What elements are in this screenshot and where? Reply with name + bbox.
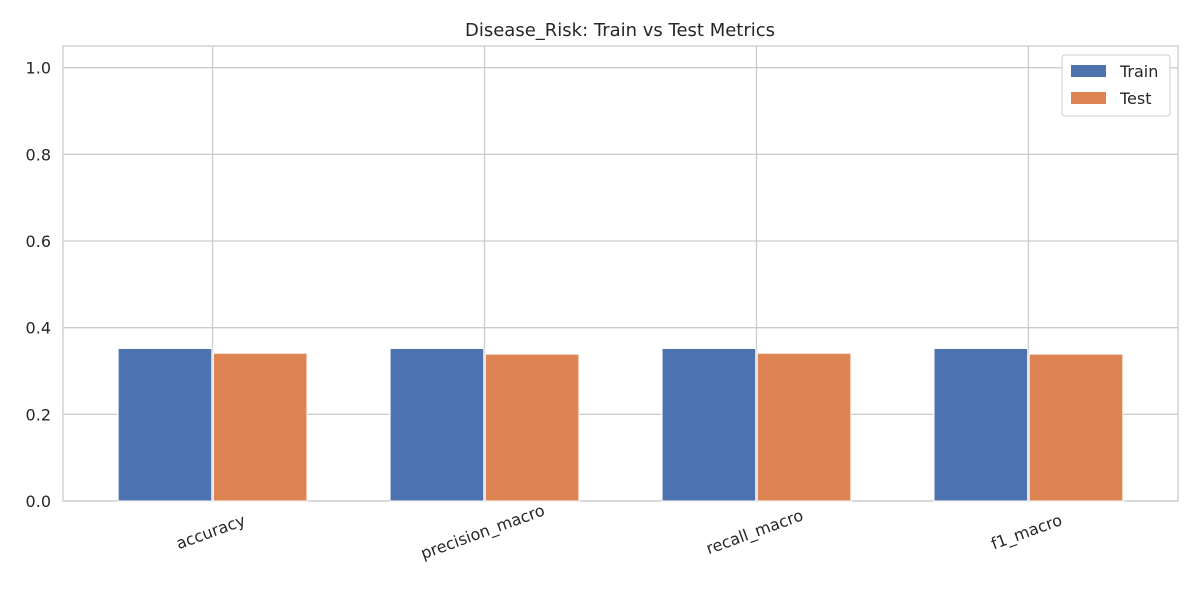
chart-title: Disease_Risk: Train vs Test Metrics — [465, 20, 775, 41]
y-tick-label: 0.2 — [26, 405, 51, 424]
bar-train-accuracy — [117, 347, 213, 502]
bar-train-f1-macro — [933, 347, 1029, 502]
bars — [117, 347, 1124, 502]
x-tick-label: precision_macro — [418, 501, 547, 564]
bar-train-precision-macro — [389, 347, 485, 502]
bar-test-f1-macro — [1028, 353, 1124, 502]
bar-test-precision-macro — [484, 353, 580, 502]
x-tick-label: recall_macro — [704, 506, 806, 560]
y-tick-label: 0.0 — [26, 492, 51, 511]
bar-test-recall-macro — [756, 352, 852, 502]
x-axis: accuracy precision_macro recall_macro f1_ma… — [174, 501, 1065, 564]
x-tick-label: accuracy — [174, 511, 248, 554]
legend: Train Test — [1061, 54, 1171, 117]
x-tick-label: f1_macro — [989, 510, 1065, 554]
y-tick-label: 0.4 — [26, 319, 51, 338]
legend-swatch-train — [1071, 65, 1106, 77]
bar-test-accuracy — [212, 352, 308, 502]
legend-swatch-test — [1071, 92, 1106, 104]
y-tick-label: 0.8 — [26, 145, 51, 164]
y-tick-label: 0.6 — [26, 232, 51, 251]
bar-train-recall-macro — [661, 347, 757, 502]
y-tick-label: 1.0 — [26, 59, 51, 78]
y-axis: 0.0 0.2 0.4 0.6 0.8 1.0 — [26, 59, 51, 511]
legend-label-train: Train — [1119, 62, 1158, 81]
legend-label-test: Test — [1119, 89, 1152, 108]
